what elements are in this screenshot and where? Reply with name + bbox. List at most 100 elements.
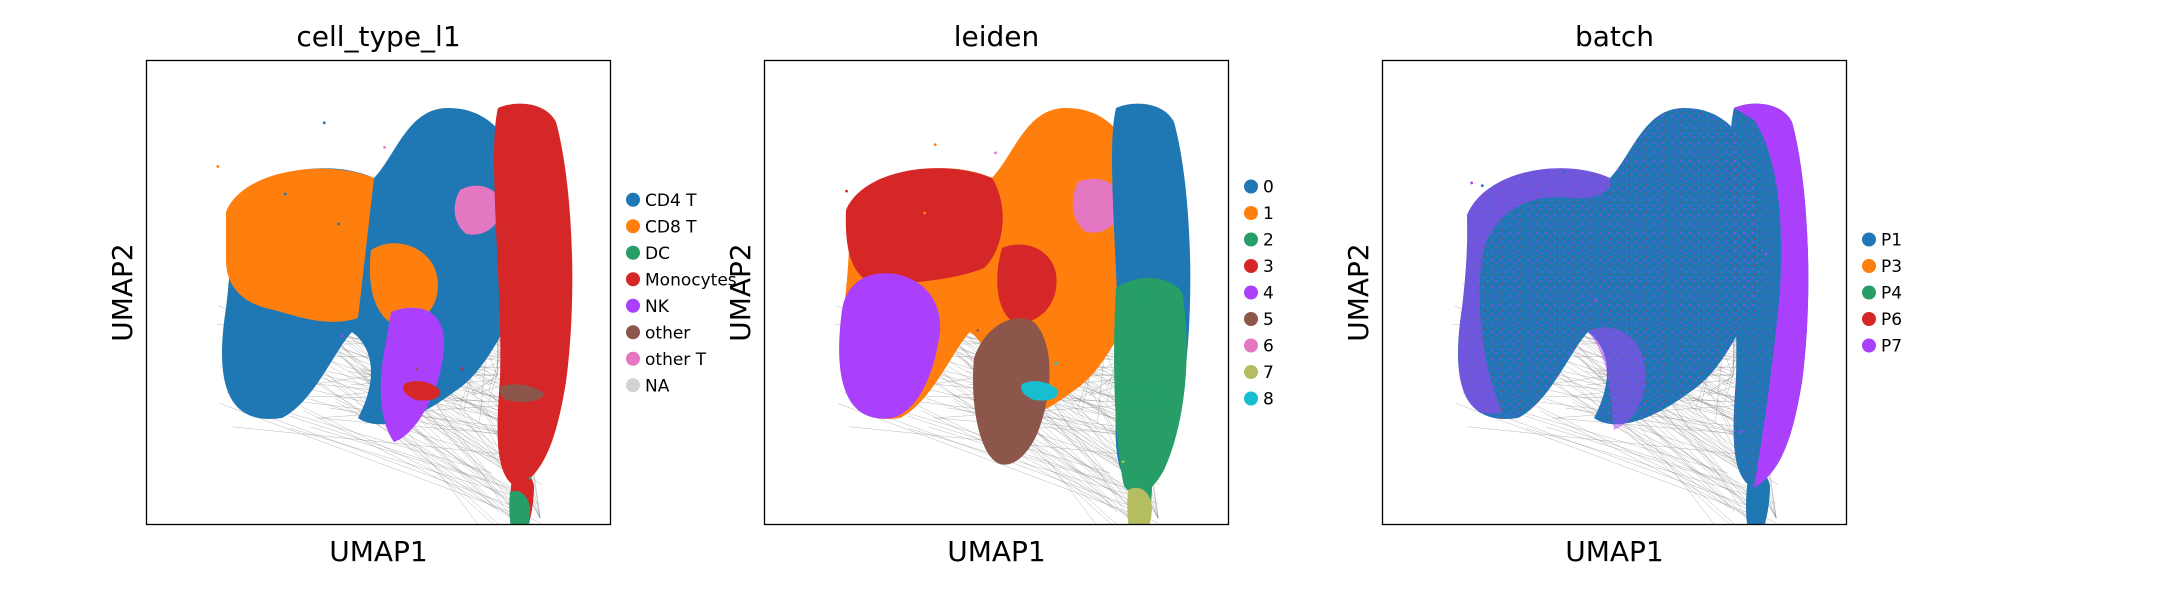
legend-marker: [626, 351, 640, 366]
legend-label: other: [645, 323, 690, 343]
centroid-markers: [845, 143, 1139, 464]
panel-title: leiden: [954, 20, 1040, 53]
legend-item: 0: [1244, 178, 1274, 198]
legend: CD4 T CD8 T DC Monocytes NK other other T NA: [626, 191, 737, 396]
cluster-monocytes: [494, 103, 573, 488]
legend-label: P6: [1881, 310, 1902, 330]
legend-marker: [626, 298, 640, 313]
cluster-cd8-t: [226, 168, 374, 322]
legend-item: 5: [1244, 310, 1274, 330]
legend-item: P1: [1862, 231, 1902, 251]
legend-label: 4: [1263, 284, 1274, 304]
centroid-markers: [1470, 170, 1768, 434]
centroid-markers: [216, 121, 532, 480]
legend-item: 4: [1244, 284, 1274, 304]
legend-item: DC: [626, 244, 670, 264]
x-axis-label: UMAP1: [947, 535, 1046, 568]
plot-area: [1381, 59, 1848, 526]
umap-scatter: [1452, 103, 1809, 525]
data-point: [517, 274, 521, 278]
legend-label: P7: [1881, 337, 1902, 357]
legend-marker: [1244, 259, 1258, 273]
legend-label: 3: [1263, 257, 1274, 277]
data-point: [528, 476, 532, 480]
data-point: [510, 170, 514, 174]
legend-label: 2: [1263, 231, 1274, 251]
legend-label: P4: [1881, 284, 1902, 304]
data-point: [976, 329, 980, 332]
data-point: [216, 165, 220, 168]
legend-marker: [1244, 338, 1258, 353]
data-point: [1764, 252, 1768, 256]
legend: 0 1 2 3 4 5 6 7 8: [1244, 178, 1274, 410]
y-axis-label: UMAP2: [1342, 243, 1375, 342]
legend-label: P3: [1881, 257, 1902, 277]
legend-item: 6: [1244, 337, 1274, 357]
legend-marker: [1244, 232, 1258, 247]
data-point: [461, 367, 464, 371]
legend-item: Monocytes: [626, 270, 737, 290]
legend-marker: [626, 325, 640, 340]
data-point: [1516, 301, 1520, 305]
data-point: [933, 143, 937, 147]
data-point: [1121, 460, 1125, 464]
data-point: [1054, 361, 1058, 365]
data-point: [1739, 430, 1743, 434]
data-point: [1121, 389, 1125, 393]
legend-item: 8: [1244, 390, 1274, 410]
data-point: [1470, 181, 1474, 185]
legend-label: NK: [645, 297, 670, 317]
legend-item: P7: [1862, 337, 1902, 357]
legend-label: 8: [1263, 390, 1274, 410]
data-point: [887, 301, 891, 305]
legend-item: P3: [1862, 257, 1902, 277]
panel-title: batch: [1575, 20, 1654, 53]
data-point: [507, 367, 511, 371]
legend-item: P4: [1862, 284, 1902, 304]
plot-area: [763, 59, 1230, 526]
legend-marker: [1862, 259, 1876, 273]
legend-marker: [626, 245, 640, 260]
legend-label: DC: [645, 244, 670, 264]
data-point: [1743, 197, 1747, 201]
legend-marker: [1862, 285, 1876, 300]
legend-item: 2: [1244, 231, 1274, 251]
data-point: [415, 367, 418, 371]
panel-title: cell_type_l1: [296, 20, 460, 53]
data-point: [340, 334, 344, 338]
legend-item: NK: [626, 297, 670, 317]
legend-item: other T: [626, 350, 707, 370]
data-point: [337, 222, 340, 226]
data-point: [269, 318, 273, 321]
legend-marker: [1244, 179, 1258, 194]
legend-item: P6: [1862, 310, 1902, 330]
umap-scatter: [216, 103, 573, 525]
data-point: [972, 217, 976, 220]
legend-item: other: [626, 323, 690, 343]
plot-area: [145, 59, 612, 526]
axes-frame: [1381, 59, 1848, 526]
legend-marker: [1862, 232, 1876, 247]
legend-label: other T: [645, 350, 707, 370]
cluster-3: [845, 168, 1003, 286]
legend-item: CD8 T: [626, 217, 697, 237]
data-point: [923, 211, 926, 215]
legend-item: 3: [1244, 257, 1274, 277]
x-axis-label: UMAP1: [329, 535, 428, 568]
legend-label: 0: [1263, 178, 1274, 198]
legend-item: 7: [1244, 363, 1274, 383]
legend-label: CD8 T: [645, 217, 697, 237]
cluster-nk: [380, 307, 445, 442]
legend-item: 1: [1244, 204, 1274, 224]
cluster-7: [1127, 487, 1152, 525]
data-point: [994, 151, 997, 155]
legend-marker: [1244, 285, 1258, 300]
data-point: [322, 121, 326, 125]
data-point: [1753, 320, 1757, 324]
legend-marker: [1862, 312, 1876, 326]
data-point: [1480, 184, 1484, 188]
legend-item: CD4 T: [626, 191, 697, 211]
legend-marker: [1862, 338, 1876, 353]
axes-frame: [145, 59, 612, 526]
panel-2: leiden UMAP1 UMAP2: [724, 20, 1230, 568]
